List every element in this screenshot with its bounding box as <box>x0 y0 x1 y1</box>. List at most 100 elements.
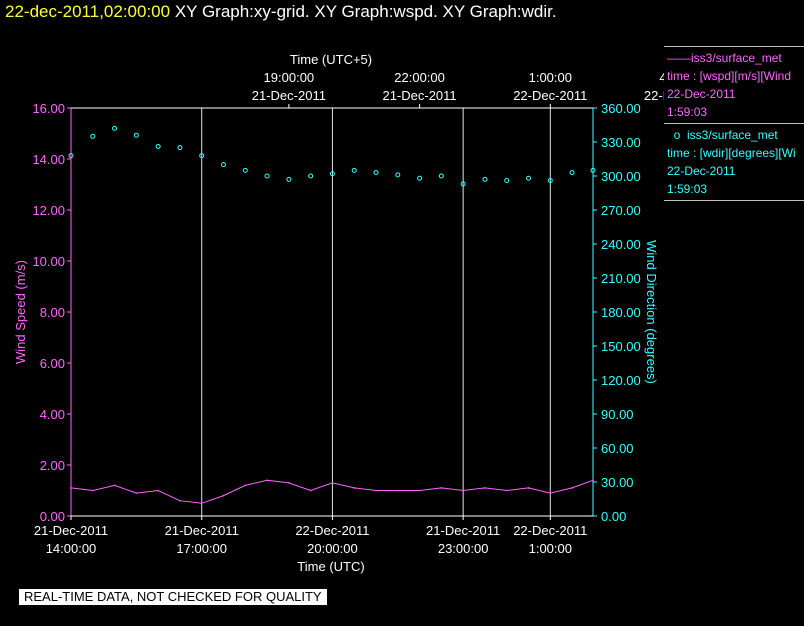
wspd-data-point <box>505 489 508 492</box>
y-right-tick-label: 150.00 <box>601 339 641 354</box>
bottom-tick-labels: 21-Dec-2011 14:00:00 21-Dec-2011 17:00:00 22… <box>34 516 587 556</box>
y-right-tick-label: 30.00 <box>601 475 634 490</box>
wdir-data-point <box>308 173 314 179</box>
wdir-data-point <box>133 132 139 138</box>
title-timestamp: 22-dec-2011,02:00:00 <box>5 2 171 21</box>
wdir-data-point <box>155 144 161 150</box>
page-title: 22-dec-2011,02:00:00 XY Graph:xy-grid. X… <box>5 2 557 22</box>
right-tick-labels: 0.00 30.00 60.00 90.00 120.00 150.00 180.00 210… <box>593 101 641 524</box>
left-tick-labels: 0.00 2.00 4.00 6.00 8.00 10.00 12.00 14.00 16.00 <box>32 101 71 524</box>
grid-lines <box>201 108 551 516</box>
top-axis-label: Time (UTC+5) <box>290 52 372 67</box>
wdir-data-point <box>526 175 532 181</box>
wdir-data-point <box>569 170 575 176</box>
legend-wspd-var: time : [wspd][m/s][Wind <box>667 69 792 83</box>
wspd-data-point <box>484 487 486 489</box>
y-right-tick-label: 330.00 <box>601 135 641 150</box>
x-bottom-tick-label: 14:00:00 <box>46 541 97 556</box>
y-right-tick-label: 300.00 <box>601 169 641 184</box>
x-top-tick-label: 1:00:00 <box>529 70 572 85</box>
wspd-data-point <box>157 489 159 492</box>
wspd-data-point <box>462 489 464 492</box>
x-top-tick-label: 19:00:00 <box>264 70 315 85</box>
wdir-data-point <box>373 170 379 176</box>
y-right-tick-label: 360.00 <box>601 101 641 116</box>
wspd-data-point <box>91 489 94 492</box>
bottom-axis-label: Time (UTC) <box>297 559 364 574</box>
left-axis-label: Wind Speed (m/s) <box>13 260 28 364</box>
y-left-tick-label: 10.00 <box>32 254 65 269</box>
legend-wdir: o iss3/surface_met time : [wdir][degrees… <box>664 126 804 198</box>
wspd-data-point <box>266 479 268 482</box>
wspd-data-point <box>592 479 594 482</box>
legend-wspd-date: 22-Dec-2011 <box>667 87 736 101</box>
y-right-tick-label: 210.00 <box>601 271 641 286</box>
wdir-data-point <box>68 153 74 159</box>
y-right-tick-label: 180.00 <box>601 305 641 320</box>
wdir-data-point <box>482 176 488 182</box>
wspd-data-point <box>200 502 203 505</box>
wdir-data-point <box>329 171 335 177</box>
y-left-tick-label: 2.00 <box>40 458 65 473</box>
y-right-tick-label: 270.00 <box>601 203 641 218</box>
y-right-tick-label: 60.00 <box>601 441 634 456</box>
y-left-tick-label: 14.00 <box>32 152 65 167</box>
wspd-data-point <box>440 487 443 489</box>
wspd-data-point <box>309 489 312 492</box>
x-bottom-tick-label: 23:00:00 <box>438 541 489 556</box>
wspd-data-point <box>571 487 573 489</box>
wdir-data-point <box>417 175 423 181</box>
wdir-data-point <box>286 176 292 182</box>
legend: ——iss3/surface_met time : [wspd][m/s][Wi… <box>664 44 804 203</box>
wspd-data-point <box>418 489 421 492</box>
y-left-tick-label: 8.00 <box>40 305 65 320</box>
line-swatch-icon: —— <box>667 51 691 65</box>
x-top-tick-label: 21-Dec-2011 <box>252 88 326 103</box>
wdir-data-point <box>112 125 118 131</box>
wspd-data-point <box>179 499 181 502</box>
x-top-tick-label: 21-Dec-2011 <box>382 88 456 103</box>
legend-wspd-name: iss3/surface_met <box>691 51 782 65</box>
wdir-data-point <box>177 145 183 151</box>
y-left-tick-label: 0.00 <box>40 509 65 524</box>
wdir-data-point <box>264 173 270 179</box>
x-bottom-tick-label: 20:00:00 <box>307 541 358 556</box>
right-axis-label: Wind Direction (degrees) <box>644 240 659 384</box>
y-left-tick-label: 6.00 <box>40 356 65 371</box>
legend-wdir-name: iss3/surface_met <box>687 128 778 142</box>
x-bottom-tick-label: 21-Dec-2011 <box>34 523 108 538</box>
xy-chart: 0.00 2.00 4.00 6.00 8.00 10.00 12.00 14.00 16.00… <box>13 52 664 574</box>
wdir-data-point <box>438 173 444 179</box>
y-right-tick-label: 240.00 <box>601 237 641 252</box>
legend-divider <box>664 46 804 47</box>
top-tick-labels: 19:00:00 21-Dec-2011 22:00:00 21-Dec-2011 1:… <box>252 70 664 108</box>
quality-note: REAL-TIME DATA, NOT CHECKED FOR QUALITY <box>19 589 327 605</box>
wspd-data-point <box>244 484 247 487</box>
wdir-data-point <box>395 172 401 178</box>
wdir-data-point <box>504 178 510 184</box>
legend-wdir-date: 22-Dec-2011 <box>667 164 736 178</box>
y-right-tick-label: 120.00 <box>601 373 641 388</box>
title-graph-names: XY Graph:xy-grid. XY Graph:wspd. XY Grap… <box>174 2 557 21</box>
y-left-tick-label: 12.00 <box>32 203 65 218</box>
x-top-tick-label: 22:00:00 <box>394 70 445 85</box>
wdir-series <box>68 125 596 187</box>
x-top-tick-label: 22-Dec-2011 <box>513 88 587 103</box>
wspd-data-point <box>549 492 552 494</box>
legend-divider <box>664 123 804 124</box>
wdir-data-point <box>242 167 248 173</box>
x-top-tick-label: 4:00:00 <box>659 70 664 85</box>
x-bottom-tick-label: 22-Dec-2011 <box>295 523 369 538</box>
legend-wdir-var: time : [wdir][degrees][Wi <box>667 146 796 160</box>
y-left-tick-label: 4.00 <box>40 407 65 422</box>
wdir-data-point <box>351 167 357 173</box>
y-left-tick-label: 16.00 <box>32 101 65 116</box>
legend-divider <box>664 200 804 201</box>
wdir-data-point <box>221 162 227 168</box>
legend-wspd: ——iss3/surface_met time : [wspd][m/s][Wi… <box>664 49 804 121</box>
circle-marker-icon: o <box>667 128 688 142</box>
wspd-data-point <box>396 489 399 492</box>
wspd-data-point <box>527 487 530 489</box>
wspd-data-point <box>113 484 116 487</box>
wspd-data-point <box>135 492 138 494</box>
